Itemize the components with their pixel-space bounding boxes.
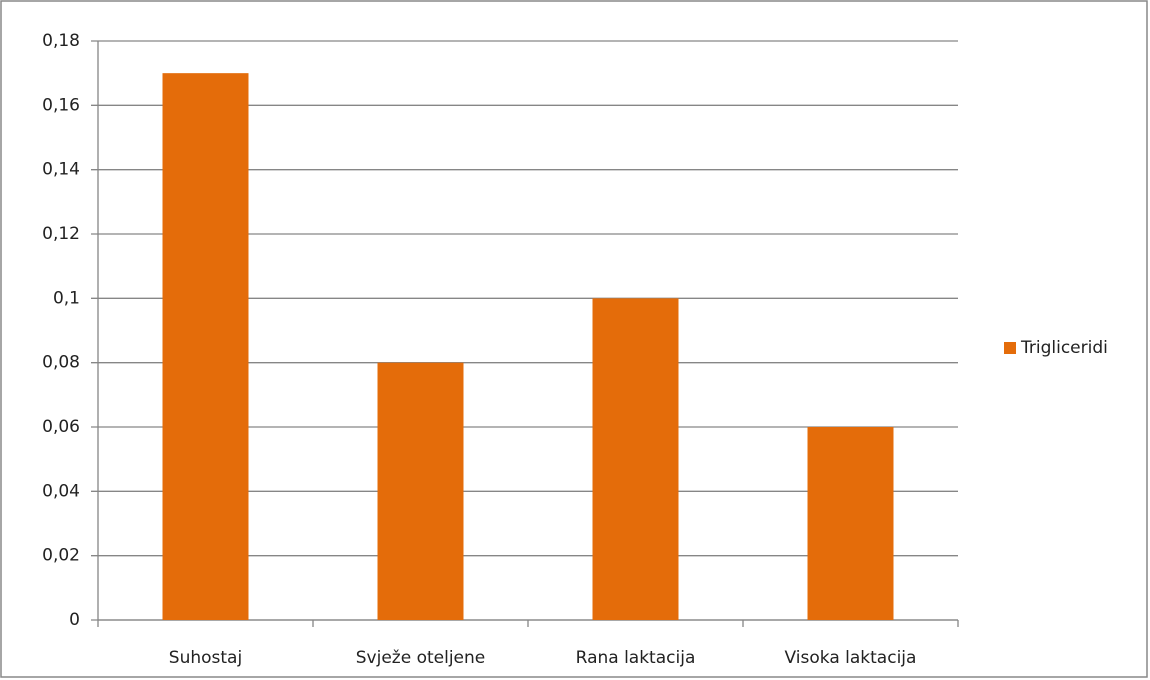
y-tick-label: 0,18 bbox=[42, 31, 80, 51]
x-tick-label: Visoka laktacija bbox=[785, 648, 917, 668]
x-tick-label: Rana laktacija bbox=[576, 648, 696, 668]
y-tick-label: 0,02 bbox=[42, 546, 80, 566]
y-tick-label: 0,08 bbox=[42, 353, 80, 373]
y-tick-label: 0,14 bbox=[42, 160, 80, 180]
y-tick-label: 0,16 bbox=[42, 95, 80, 115]
legend-label: Trigliceridi bbox=[1020, 338, 1108, 358]
x-tick-label: Suhostaj bbox=[169, 648, 242, 668]
y-tick-label: 0,06 bbox=[42, 417, 80, 437]
bar bbox=[592, 298, 679, 620]
y-tick-label: 0 bbox=[69, 610, 80, 630]
bar bbox=[807, 427, 894, 620]
y-tick-label: 0,12 bbox=[42, 224, 80, 244]
bar bbox=[377, 362, 464, 620]
y-tick-label: 0,04 bbox=[42, 481, 80, 501]
bar bbox=[162, 73, 249, 620]
x-tick-label: Svježe oteljene bbox=[356, 648, 485, 668]
y-tick-label: 0,1 bbox=[53, 288, 80, 308]
legend-swatch bbox=[1004, 342, 1016, 354]
